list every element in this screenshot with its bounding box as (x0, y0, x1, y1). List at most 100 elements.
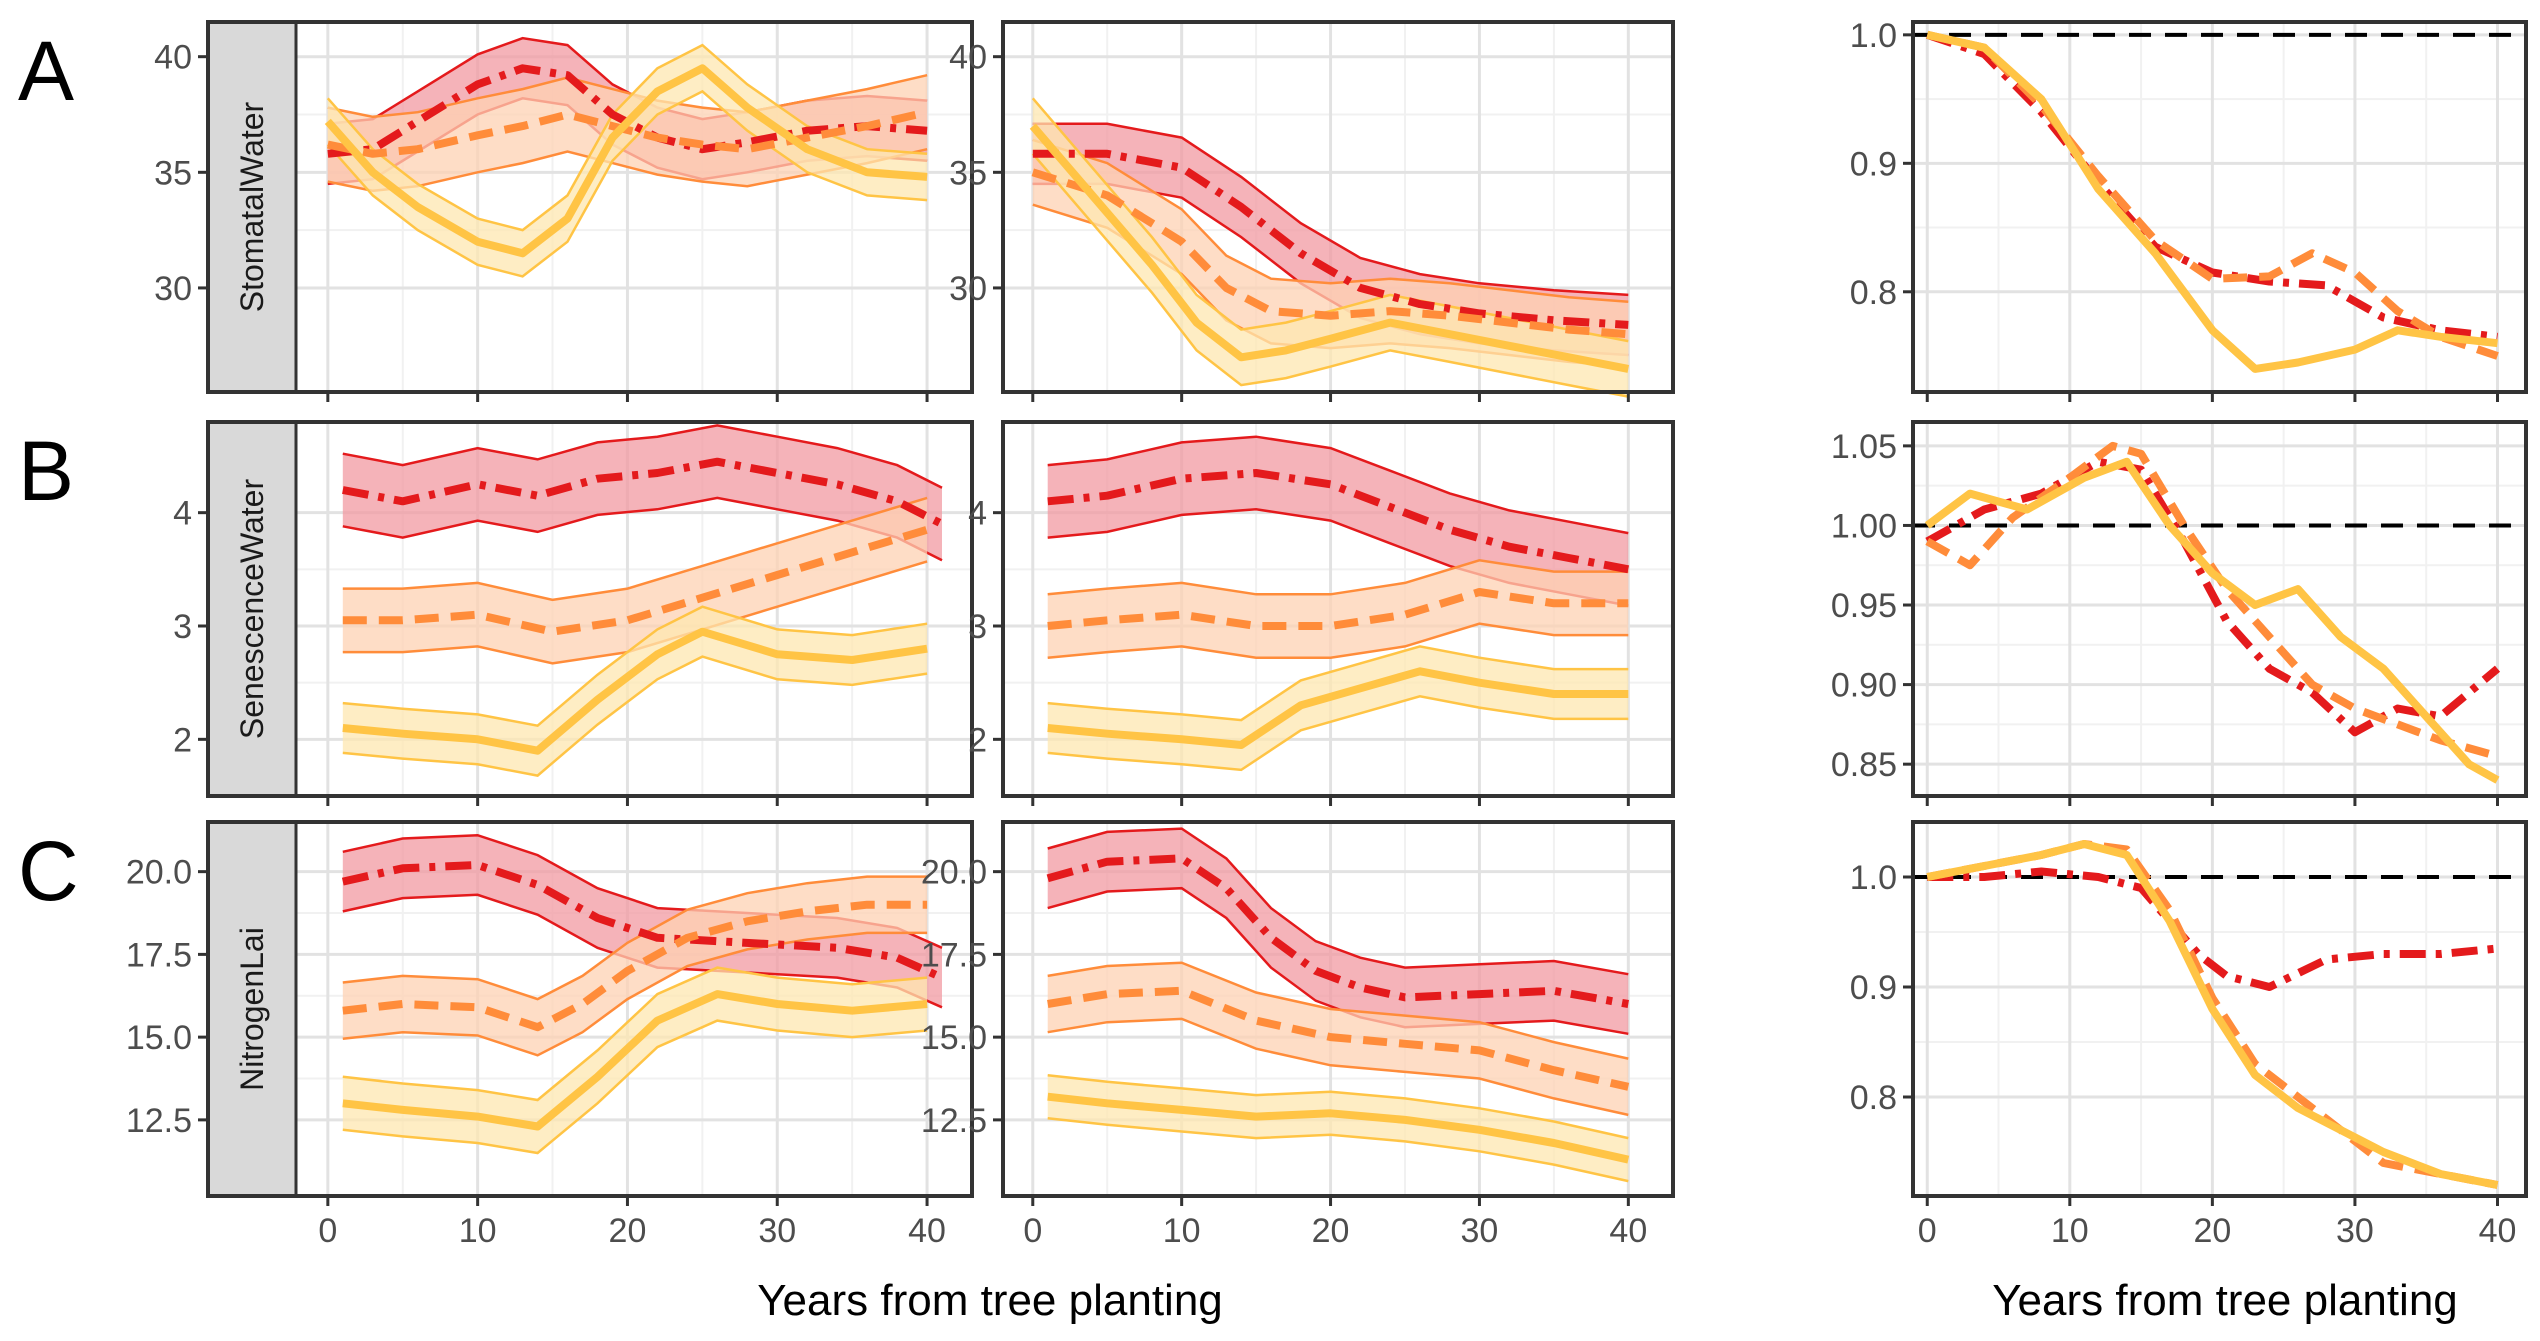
series-line-orange (1047, 986, 1630, 1091)
x-tick-label: 20 (609, 1212, 647, 1250)
series-line-red (1046, 854, 1629, 1008)
panel-A-mid: 30 35 40 (949, 20, 1675, 402)
ribbon-upper-yellow (1047, 1073, 1629, 1140)
ribbon-red (342, 425, 942, 561)
facet-strip (208, 422, 296, 796)
ribbon-upper-yellow (342, 966, 928, 1102)
x-tick-label: 40 (2479, 1212, 2517, 1250)
y-tick-label: 30 (154, 270, 192, 308)
y-tick-label: 0.8 (1850, 274, 1897, 312)
y-tick-label: 0.85 (1831, 746, 1897, 784)
ribbon-orange (342, 497, 928, 664)
series-line-red (1047, 469, 1630, 574)
series-line-yellow (1047, 667, 1629, 749)
y-tick-label: 0.95 (1831, 587, 1897, 625)
ribbon-upper-orange (1047, 559, 1629, 596)
y-tick-label: 35 (154, 154, 192, 192)
ribbon-upper-red (1032, 122, 1629, 297)
ribbon-yellow (342, 606, 928, 776)
x-axis-title-left: Years from tree planting (757, 1276, 1223, 1325)
ribbon-red (1047, 828, 1629, 1034)
ribbon-upper-yellow (1047, 645, 1629, 722)
row-label-c: C (18, 824, 79, 918)
x-tick-label: 40 (908, 1212, 946, 1250)
ribbon-lower-orange (1047, 1017, 1629, 1117)
x-tick-label: 40 (1609, 1212, 1647, 1250)
panel-B-right: 0.85 0.90 0.95 1.00 1.05 (1831, 420, 2528, 806)
series-line-yellow (1926, 30, 2498, 373)
series-line-yellow (342, 990, 928, 1131)
panel-border (1001, 20, 1675, 394)
x-tick-label: 20 (1312, 1212, 1350, 1250)
series-line-yellow (1029, 123, 1630, 373)
y-tick-label: 3 (968, 608, 987, 646)
x-tick-label: 0 (1023, 1212, 1042, 1250)
ribbon-lower-yellow (342, 1019, 928, 1155)
panel-B-left: SenescenceWater 2 3 4 (173, 420, 974, 806)
ribbon-red (342, 835, 942, 1008)
series-line-yellow (1924, 457, 2500, 784)
facet-strip-label: SenescenceWater (234, 479, 270, 740)
panel-border (1911, 420, 2528, 798)
series-line-orange (342, 525, 929, 636)
series-line-red (327, 64, 928, 158)
panel-A-left: StomatalWater 30 35 40 (154, 20, 974, 402)
y-tick-label: 1.0 (1850, 859, 1897, 897)
series-line-orange (326, 108, 929, 158)
series-line-orange (1047, 588, 1629, 630)
y-tick-label: 2 (968, 721, 987, 759)
y-tick-label: 4 (968, 495, 987, 533)
x-axis-title-right: Years from tree planting (1992, 1276, 2458, 1325)
series-line-yellow (324, 64, 928, 258)
x-tick-label: 10 (459, 1212, 497, 1250)
ribbon-upper-orange (327, 73, 928, 119)
ribbon-lower-yellow (342, 655, 928, 777)
ribbon-upper-red (1047, 435, 1629, 535)
series-line-orange (1031, 168, 1629, 339)
y-tick-label: 0.8 (1850, 1079, 1897, 1117)
y-tick-label: 40 (949, 39, 987, 77)
series-line-yellow (1926, 840, 2499, 1189)
y-tick-label: 1.00 (1831, 507, 1897, 545)
y-tick-label: 30 (949, 270, 987, 308)
ribbon-upper-yellow (342, 605, 928, 728)
y-tick-label: 1.0 (1850, 17, 1897, 55)
ribbon-lower-orange (1047, 622, 1629, 659)
facet-strip-label: NitrogenLai (234, 927, 270, 1091)
y-tick-label: 1.05 (1831, 428, 1897, 466)
y-tick-label: 35 (949, 154, 987, 192)
panel-border (1001, 820, 1675, 1198)
panels-layer: StomatalWater3035403035400.80.91.0Senesc… (126, 17, 2528, 1250)
panel-C-left: NitrogenLai 12.5 15.0 17.5 20.0 0 10 20 30 40 (126, 820, 974, 1250)
ribbon-lower-yellow (1047, 695, 1629, 772)
x-tick-label: 30 (1461, 1212, 1499, 1250)
panel-border (1911, 820, 2528, 1198)
x-tick-label: 10 (2051, 1212, 2089, 1250)
panel-C-right: 0.8 0.9 1.0 0 10 20 30 40 (1850, 820, 2528, 1250)
ribbon-lower-red (1047, 886, 1629, 1036)
ribbon-upper-orange (1032, 138, 1629, 304)
y-tick-label: 0.9 (1850, 145, 1897, 183)
panel-C-mid: 12.5 15.0 17.5 20.0 0 10 20 30 40 (921, 820, 1675, 1250)
panel-border (206, 420, 974, 798)
x-tick-label: 0 (1918, 1212, 1937, 1250)
y-tick-label: 40 (154, 39, 192, 77)
ribbon-lower-yellow (1047, 1116, 1629, 1183)
series-line-red (342, 457, 944, 528)
ribbon-upper-red (1047, 827, 1629, 976)
ribbon-upper-orange (1047, 961, 1629, 1060)
ribbon-lower-orange (342, 931, 928, 1057)
y-tick-label: 15.0 (126, 1019, 192, 1057)
y-tick-label: 0.9 (1850, 969, 1897, 1007)
y-tick-label: 15.0 (921, 1019, 987, 1057)
y-tick-label: 20.0 (126, 854, 192, 892)
x-tick-label: 20 (2193, 1212, 2231, 1250)
panel-A-right: 0.8 0.9 1.0 (1850, 17, 2528, 402)
y-tick-label: 3 (173, 608, 192, 646)
y-tick-label: 0.90 (1831, 667, 1897, 705)
y-tick-label: 17.5 (921, 936, 987, 974)
x-tick-label: 10 (1163, 1212, 1201, 1250)
ribbon-yellow (327, 45, 928, 277)
y-tick-label: 17.5 (126, 936, 192, 974)
